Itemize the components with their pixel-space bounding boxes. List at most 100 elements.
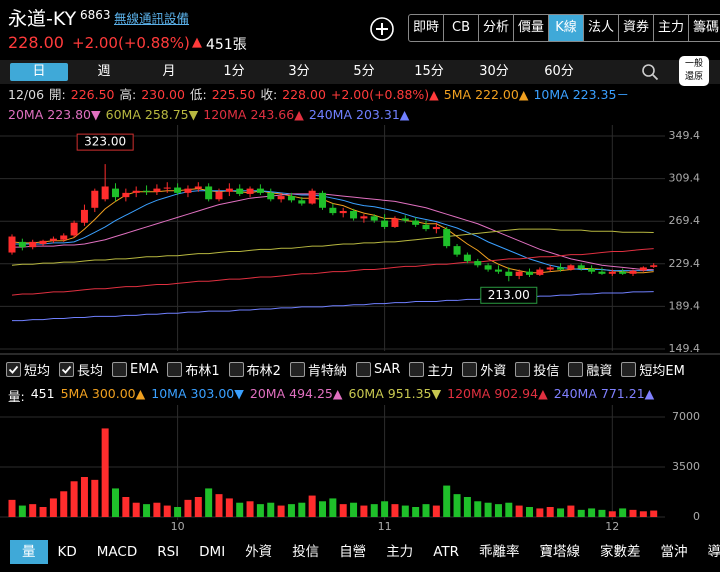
volume-bar [412,507,420,517]
volume-bar [557,508,565,517]
info-item: 225.50 [211,87,256,102]
period-tab[interactable]: 5分 [353,64,375,79]
restore-button[interactable]: 一般 還原 [679,56,709,86]
period-tab[interactable]: 月 [162,64,176,79]
indicator-tab[interactable]: 投信 [292,544,320,560]
add-button[interactable] [368,15,396,43]
ma-legend: 5MA 222.00▲ [444,85,529,105]
indicator-toggle[interactable]: 短均 [6,360,50,379]
volume-bar [49,498,57,517]
volume-bar [194,497,202,517]
candle-body [598,271,606,274]
checkbox[interactable] [59,362,75,377]
indicator-toggle[interactable]: 主力 [409,360,453,379]
period-tab[interactable]: 15分 [414,64,444,79]
search-icon[interactable] [641,63,659,81]
checkbox[interactable] [167,362,183,377]
ma-name: 10MA [151,386,187,401]
period-tab[interactable]: 60分 [544,64,574,79]
ma-value: 243.66 [250,107,295,122]
checkbox[interactable] [355,362,371,377]
stock-code: 6863 [80,8,111,22]
indicator-tab[interactable]: 乖離率 [479,544,520,560]
tab[interactable]: 分析 [478,15,513,41]
candle-body [225,188,233,192]
info-item: 收: [260,87,278,102]
volume-bar [370,504,378,517]
indicator-tab[interactable]: 家數差 [600,544,641,560]
ma-value: 223.35 [572,87,617,102]
indicator-toggle[interactable]: 投信 [515,360,559,379]
period-tab[interactable]: 日 [10,63,68,81]
volume-ma-legend: 60MA 951.35▼ [349,386,442,405]
indicator-tab[interactable]: 導 [707,544,720,560]
indicator-toggle[interactable]: 肯特納 [289,360,347,379]
indicator-tab[interactable]: DMI [199,544,226,560]
candle-body [153,188,161,192]
volume-bar [225,498,233,517]
checkbox[interactable] [462,362,478,377]
candle-body [143,190,151,192]
tab[interactable]: 價量 [513,15,548,41]
checkbox[interactable] [621,362,637,377]
indicator-tab[interactable]: KD [57,544,77,560]
info-item: 開: [49,87,66,102]
volume-bar [277,505,285,517]
info-item: 低: [189,87,207,102]
candle-body [370,216,378,221]
ma-legend: 120MA 243.66▲ [203,105,304,125]
indicator-tab[interactable]: MACD [96,544,138,560]
volume-bar [494,504,502,517]
checkbox[interactable] [6,362,21,377]
candle-body [381,220,389,227]
tab[interactable]: K線 [548,15,583,41]
y-tick-label: 349.4 [669,129,701,142]
tab[interactable]: CB [443,15,478,41]
industry-link[interactable]: 無線通訊設備 [114,11,190,26]
volume-bar [246,501,254,517]
tab[interactable]: 資券 [618,15,653,41]
indicator-toggle[interactable]: 短均EM [621,360,685,379]
indicator-toggle[interactable]: SAR [355,360,400,379]
indicator-toggle[interactable]: EMA [112,360,158,379]
indicator-tab[interactable]: 當沖 [660,544,688,560]
period-tab[interactable]: 1分 [223,64,245,79]
indicator-tab[interactable]: ATR [433,544,460,560]
period-tab[interactable]: 週 [97,64,111,79]
indicator-toggle[interactable]: 外資 [462,360,506,379]
period-tab[interactable]: 3分 [288,64,310,79]
checkbox[interactable] [409,362,425,377]
indicator-tab[interactable]: 外資 [245,544,273,560]
toggle-label: 短均 [24,364,51,379]
indicator-toggle[interactable]: 布林2 [228,360,281,379]
indicator-tab[interactable]: 量 [10,540,48,564]
candle-body [629,270,637,274]
tab[interactable]: 即時 [412,20,439,35]
checkbox[interactable] [515,362,531,377]
volume-bar [287,504,295,517]
ma-name: 20MA [8,107,44,122]
tab[interactable]: 主力 [653,15,688,41]
checkbox[interactable] [228,362,244,377]
candle-body [91,190,99,208]
indicator-toggle[interactable]: 布林1 [167,360,220,379]
candle-body [329,207,337,214]
indicator-tab[interactable]: 自營 [339,544,367,560]
checkbox[interactable] [289,362,305,377]
tab[interactable]: 籌碼 [688,15,720,41]
checkbox[interactable] [568,362,584,377]
period-tab[interactable]: 30分 [479,64,509,79]
indicator-toggle[interactable]: 長均 [59,360,103,379]
candle-body [246,188,254,194]
tab[interactable]: 法人 [583,15,618,41]
indicator-toggle[interactable]: 融資 [568,360,612,379]
info-item: 高: [119,87,137,102]
indicator-tab[interactable]: RSI [157,544,180,560]
y-tick-label: 0 [693,510,700,523]
tab-bar: 即時 CB 分析 價量 K線 法人 資券 主力 籌碼 [408,14,720,42]
volume-bar [619,508,627,517]
indicator-tab[interactable]: 寶塔線 [539,544,581,560]
info-line: 12/06 開: 226.50 高: 230.00 低: 225.50 收: 228.00 +2.… [8,85,638,125]
indicator-tab[interactable]: 主力 [386,544,414,560]
checkbox[interactable] [112,362,128,377]
